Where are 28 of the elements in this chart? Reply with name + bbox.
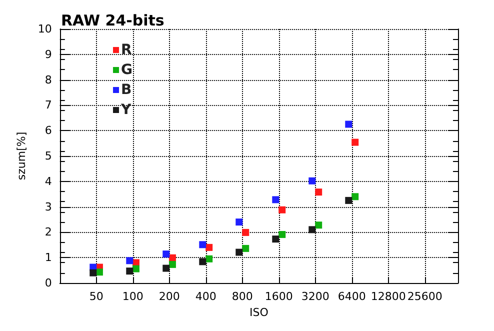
y-tick-label: 0 <box>44 276 52 290</box>
x-tick-label: 25600 <box>407 290 442 303</box>
x-axis-title: ISO <box>250 306 269 319</box>
y-tick-label: 7 <box>44 98 52 112</box>
y-tick-label: 5 <box>44 150 52 162</box>
x-tick-label: 400 <box>195 290 216 303</box>
x-tick-label: 3200 <box>301 290 330 303</box>
y-tick-label: 9 <box>44 48 52 61</box>
legend-label: R <box>121 42 132 58</box>
x-tick-label: 200 <box>158 290 180 303</box>
legend-label: G <box>121 62 132 78</box>
chart-title: RAW 24-bits <box>61 12 164 30</box>
x-tick-label: 1600 <box>264 290 293 303</box>
legend-label: Y <box>120 102 132 118</box>
y-tick-label: 1 <box>44 251 52 264</box>
x-tick-label: 12800 <box>370 290 406 303</box>
y-tick-label: 3 <box>44 200 52 214</box>
y-tick-label: 10 <box>38 22 52 36</box>
y-tick-label: 8 <box>44 73 52 86</box>
y-tick-label: 6 <box>44 124 52 138</box>
legend-label: B <box>121 82 132 98</box>
x-tick-label: 100 <box>122 290 144 303</box>
x-tick-label: 6400 <box>338 290 366 303</box>
y-tick-label: 2 <box>44 226 52 239</box>
x-tick-label: 50 <box>89 290 104 303</box>
y-axis-title: szum[%] <box>15 132 28 180</box>
x-tick-label: 800 <box>232 290 253 303</box>
y-tick-label: 4 <box>44 174 52 188</box>
